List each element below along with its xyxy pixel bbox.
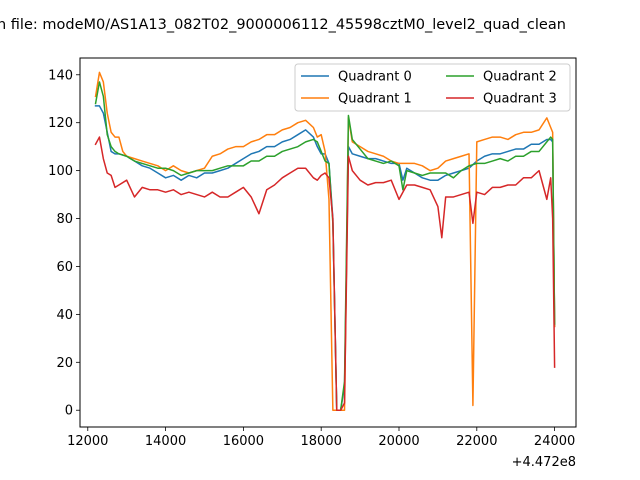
- y-tick-label: 140: [48, 68, 73, 83]
- y-axis: 0 20 40 60 80 100 120 140: [48, 68, 80, 419]
- x-tick-label: 24000: [534, 434, 575, 449]
- legend-box: [294, 63, 571, 112]
- series-line-quadrant-2: [94, 81, 556, 411]
- legend-label-quadrant-2: Quadrant 2: [483, 70, 557, 85]
- legend-label-quadrant-3: Quadrant 3: [483, 92, 557, 107]
- y-tick-label: 120: [48, 116, 73, 131]
- x-tick-label: 12000: [67, 434, 108, 449]
- x-tick-label: 22000: [456, 434, 497, 449]
- legend: Quadrant 0 Quadrant 1 Quadrant 2 Quadrant 3: [294, 63, 571, 112]
- x-tick-label: 16000: [223, 434, 264, 449]
- y-tick-label: 60: [56, 260, 73, 275]
- y-tick-label: 100: [48, 164, 73, 179]
- series-layer: [94, 71, 556, 411]
- x-axis: 12000 14000 16000 18000 20000 22000 24000: [67, 427, 575, 449]
- chart-title: n file: modeM0/AS1A13_082T02_9000006112_…: [0, 17, 566, 33]
- legend-label-quadrant-0: Quadrant 0: [338, 70, 412, 85]
- plot-frame: [79, 57, 577, 428]
- y-tick-label: 40: [56, 308, 73, 323]
- y-tick-label: 0: [65, 404, 73, 419]
- x-tick-label: 18000: [301, 434, 342, 449]
- x-axis-offset-label: +4.472e8: [512, 455, 576, 470]
- legend-label-quadrant-1: Quadrant 1: [338, 92, 412, 107]
- x-tick-label: 20000: [378, 434, 419, 449]
- x-tick-label: 14000: [145, 434, 186, 449]
- series-line-quadrant-1: [94, 71, 556, 411]
- series-line-quadrant-3: [94, 136, 556, 411]
- y-tick-label: 20: [56, 356, 73, 371]
- y-tick-label: 80: [56, 212, 73, 227]
